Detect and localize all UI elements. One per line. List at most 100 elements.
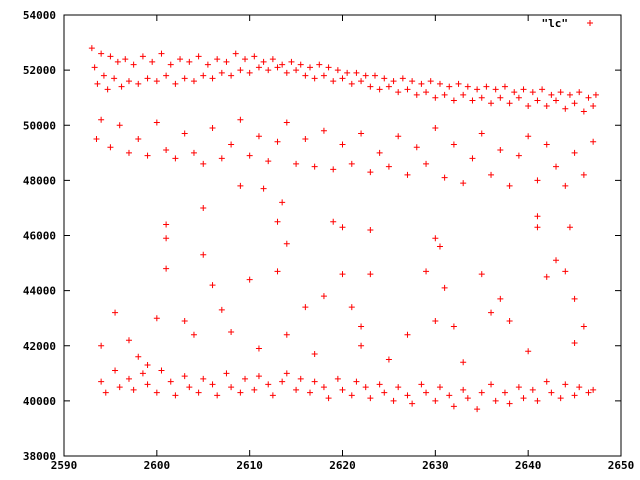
data-point [320,127,327,134]
data-point [539,86,546,93]
data-point [441,174,448,181]
data-point [265,158,272,165]
data-point [111,75,118,82]
y-tick-label: 42000 [23,340,56,353]
data-point [130,61,137,68]
legend-marker-symbol [587,20,593,26]
data-point [553,257,560,264]
x-tick-label: 2640 [515,459,542,472]
data-point [413,144,420,151]
data-point [478,389,485,396]
x-tick-label: 2620 [329,459,356,472]
data-point [566,224,573,231]
data-point [139,53,146,60]
data-point [506,100,513,107]
data-point [423,160,430,167]
data-point [279,378,286,385]
data-point [511,89,518,96]
y-tick-label: 54000 [23,9,56,22]
x-tick-label: 2630 [422,459,449,472]
data-point [112,309,119,316]
data-point [413,91,420,98]
data-point [125,149,132,156]
data-point [163,72,170,79]
data-point [506,317,513,324]
data-point [529,89,536,96]
data-point [139,370,146,377]
data-point [311,163,318,170]
data-point [228,141,235,148]
x-tick-label: 2650 [608,459,635,472]
data-point [144,152,151,159]
data-point [339,75,346,82]
data-point [330,218,337,225]
data-point [497,94,504,101]
data-point [432,235,439,242]
data-point [367,271,374,278]
data-point [104,86,111,93]
data-point [543,102,550,109]
data-point [246,152,253,159]
data-point [307,64,314,71]
data-point [100,72,107,79]
data-point [114,58,121,65]
data-point [311,75,318,82]
data-point [404,86,411,93]
data-point [293,386,300,393]
data-point [325,64,332,71]
data-point [580,108,587,115]
data-point [543,378,550,385]
data-point [223,58,230,65]
data-point [190,331,197,338]
data-point [455,80,462,87]
data-point [316,61,323,68]
data-point [371,72,378,79]
data-point [381,75,388,82]
data-point [242,56,249,63]
x-axis: 2590 2600 2610 2620 2630 2640 2650 [51,15,635,472]
data-point [330,78,337,85]
data-point [228,328,235,335]
data-point [246,69,253,76]
data-point [125,375,132,382]
data-point [200,251,207,258]
data-point [358,323,365,330]
data-point [543,141,550,148]
data-point [153,78,160,85]
data-point [385,356,392,363]
data-point [218,306,225,313]
data-point [515,152,522,159]
data-point [177,56,184,63]
data-point [302,72,309,79]
data-point [260,185,267,192]
data-point [251,386,258,393]
data-point [478,130,485,137]
data-point [209,75,216,82]
data-point [181,75,188,82]
data-point [488,171,495,178]
data-point [362,384,369,391]
data-point [460,91,467,98]
data-point [283,370,290,377]
data-point [488,100,495,107]
data-point [204,61,211,68]
data-point [385,163,392,170]
data-point [135,80,142,87]
data-point [376,149,383,156]
y-tick-label: 44000 [23,285,56,298]
data-point [269,392,276,399]
data-point [571,149,578,156]
data-point [283,119,290,126]
data-point [265,67,272,74]
data-point [571,392,578,399]
data-point [122,56,129,63]
data-point [515,94,522,101]
data-point [214,392,221,399]
data-point [436,243,443,250]
data-point [237,67,244,74]
data-point [506,400,513,407]
data-point [158,367,165,374]
data-point [200,72,207,79]
data-point [218,69,225,76]
